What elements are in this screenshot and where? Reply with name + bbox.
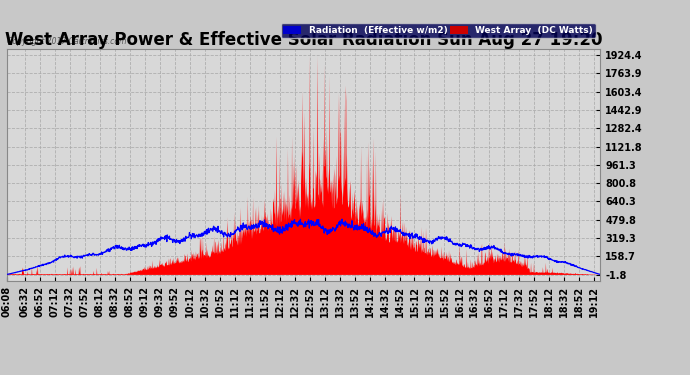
Legend: Radiation  (Effective w/m2), West Array  (DC Watts): Radiation (Effective w/m2), West Array (… (281, 23, 595, 38)
Text: Copyright 2017 Cartronics.com: Copyright 2017 Cartronics.com (7, 38, 126, 46)
Title: West Array Power & Effective Solar Radiation Sun Aug 27 19:20: West Array Power & Effective Solar Radia… (5, 31, 602, 49)
